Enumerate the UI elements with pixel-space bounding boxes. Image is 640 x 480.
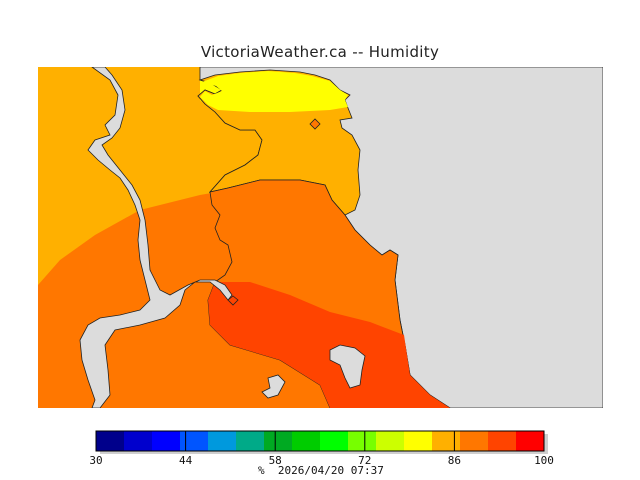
legend-swatch — [516, 431, 545, 451]
legend-swatch — [180, 431, 209, 451]
humidity-zone-yellow-top — [200, 71, 348, 112]
water-channel — [79, 67, 233, 408]
legend-tick-label: 30 — [89, 454, 103, 467]
legend-swatch — [208, 431, 237, 451]
page-title: VictoriaWeather.ca -- Humidity — [200, 43, 440, 61]
marker-south — [227, 295, 239, 306]
legend-swatch — [460, 431, 489, 451]
color-legend — [95, 430, 548, 454]
legend-swatch — [236, 431, 265, 451]
legend-swatch — [348, 431, 377, 451]
legend-tick-label: 44 — [178, 454, 193, 467]
legend-tick-label: 72 — [358, 454, 372, 467]
legend-swatch — [404, 431, 433, 451]
legend-swatch — [488, 431, 517, 451]
legend-timestamp: 2026/04/20 07:37 — [277, 464, 384, 477]
legend-swatch — [292, 431, 321, 451]
legend-swatch — [152, 431, 181, 451]
marker-north — [309, 118, 321, 130]
legend-swatch — [264, 431, 293, 451]
legend-tick-label: 100 — [534, 454, 554, 467]
island-east — [329, 344, 366, 389]
humidity-zone-east-red — [208, 282, 450, 408]
legend-tick-label: 58 — [268, 454, 282, 467]
legend-unit: % — [258, 464, 265, 477]
island-south — [261, 374, 286, 399]
legend-swatch — [124, 431, 153, 451]
map-area — [38, 67, 603, 408]
legend-swatch — [96, 431, 125, 451]
legend-swatch — [320, 431, 349, 451]
legend-tick-label: 86 — [447, 454, 462, 467]
legend-swatch — [376, 431, 405, 451]
legend-footer: % 2026/04/20 07:37 — [258, 464, 384, 477]
legend-swatch — [432, 431, 461, 451]
